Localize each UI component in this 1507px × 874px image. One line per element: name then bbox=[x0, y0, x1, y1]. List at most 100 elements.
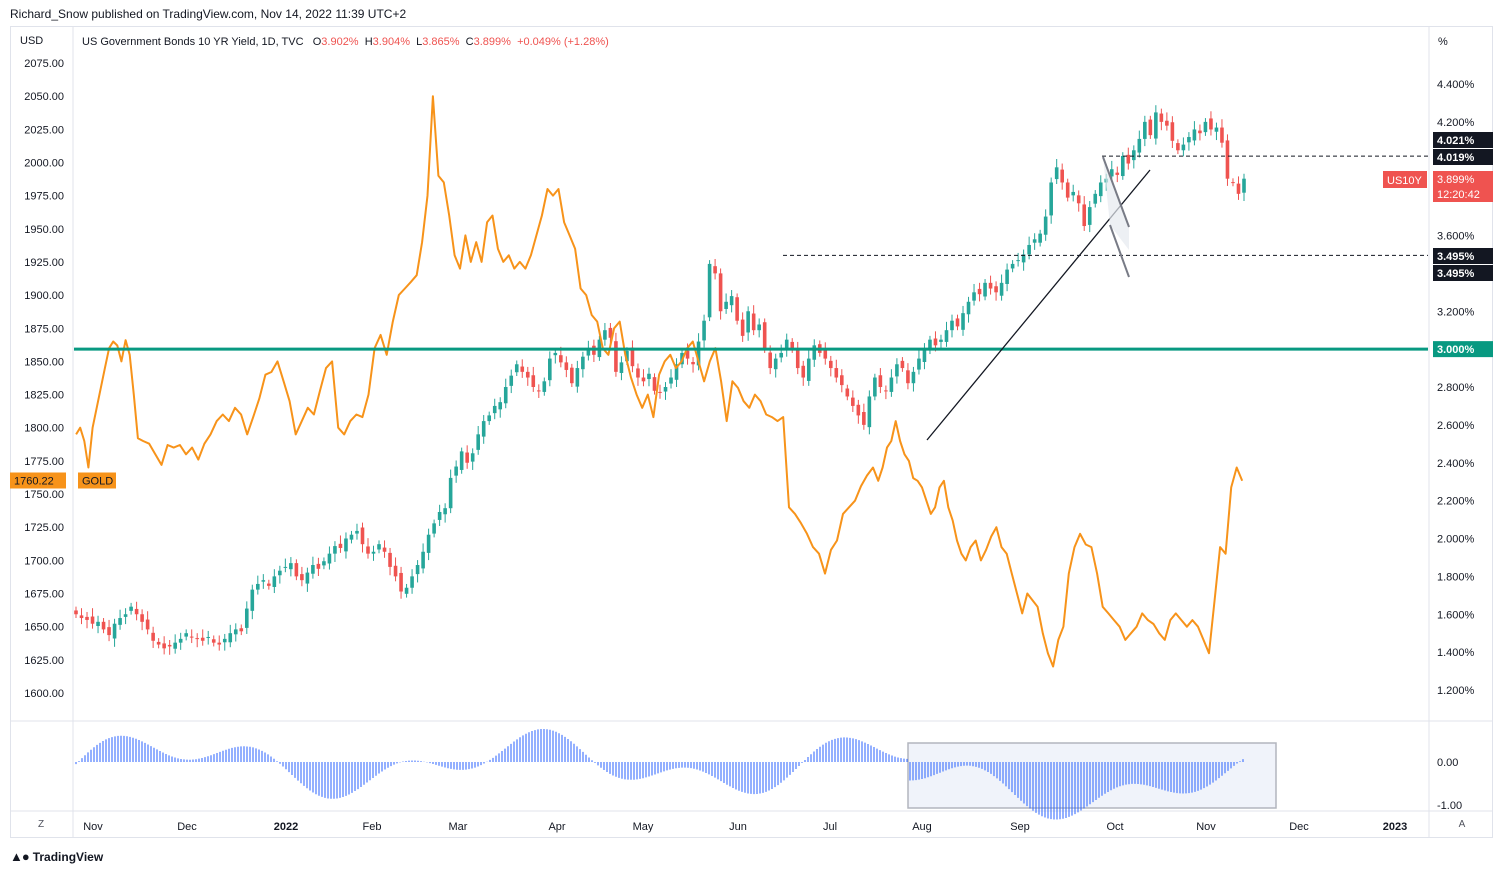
time-tick-jun: Jun bbox=[729, 821, 747, 833]
us10y-countdown-badge: 12:20:42 bbox=[1437, 189, 1480, 201]
legend-high: 3.904% bbox=[372, 36, 410, 48]
us10y-candle-body bbox=[972, 292, 976, 301]
us10y-candle-body bbox=[691, 362, 695, 365]
us10y-candle-body bbox=[90, 616, 95, 624]
us10y-candle-body bbox=[713, 266, 717, 274]
us10y-candle-body bbox=[856, 404, 861, 416]
right-tick-label: 2.400% bbox=[1437, 458, 1475, 470]
us10y-candle-body bbox=[641, 377, 646, 382]
left-tick-label: 1725.00 bbox=[24, 522, 64, 534]
us10y-candle-body bbox=[966, 301, 971, 315]
flag-lower-line bbox=[1109, 224, 1130, 278]
us10y-candle-body bbox=[1082, 204, 1087, 227]
us10y-candle-body bbox=[867, 396, 872, 428]
zoom-reset-button[interactable]: Z bbox=[37, 819, 45, 830]
us10y-candle-body bbox=[928, 339, 932, 351]
us10y-candle-body bbox=[1076, 195, 1081, 204]
left-tick-label: 1800.00 bbox=[24, 423, 64, 435]
us10y-candle-body bbox=[498, 402, 503, 410]
left-tick-label: 1850.00 bbox=[24, 356, 64, 368]
drawing-tools-layer[interactable] bbox=[74, 155, 1428, 441]
us10y-candle-body bbox=[327, 553, 332, 564]
us10y-candle-body bbox=[911, 371, 916, 384]
us10y-candle-body bbox=[1038, 233, 1042, 243]
left-tick-label: 1950.00 bbox=[24, 224, 64, 236]
publisher-credit: Richard_Snow published on TradingView.co… bbox=[10, 7, 407, 21]
us10y-candle-body bbox=[437, 511, 442, 520]
us10y-candle-body bbox=[559, 355, 563, 363]
oscillator-tick-label: -1.00 bbox=[1437, 800, 1462, 812]
us10y-candle-body bbox=[344, 538, 348, 552]
us10y-candle-body bbox=[85, 616, 89, 620]
oscillator-tick-label: 0.00 bbox=[1437, 757, 1458, 769]
us10y-candle-body bbox=[740, 319, 745, 336]
us10y-candle-body bbox=[1159, 113, 1164, 122]
us10y-candle-body bbox=[454, 466, 458, 476]
time-tick-sep: Sep bbox=[1010, 821, 1030, 833]
time-tick-dec: Dec bbox=[1289, 821, 1309, 833]
us10y-candle-body bbox=[895, 364, 899, 377]
us10y-candle-body bbox=[1093, 193, 1098, 204]
us10y-candle-body bbox=[1170, 122, 1175, 141]
legend-close-label: C bbox=[465, 36, 474, 48]
us10y-candle-body bbox=[239, 628, 244, 632]
oscillator-highlight-box bbox=[907, 742, 1277, 809]
us10y-candle-body bbox=[845, 388, 850, 397]
us10y-candle-body bbox=[189, 636, 194, 638]
us10y-candle-body bbox=[415, 565, 420, 575]
us10y-candle-body bbox=[564, 362, 569, 370]
us10y-candle-body bbox=[955, 318, 960, 327]
us10y-candle-body bbox=[889, 377, 894, 392]
us10y-candle-body bbox=[520, 366, 525, 372]
us10y-candle-body bbox=[1054, 167, 1059, 180]
oscillator-histogram bbox=[75, 728, 1244, 820]
us10y-candle-body bbox=[1209, 118, 1213, 130]
us10y-candle-body bbox=[514, 364, 519, 373]
us10y-candle-body bbox=[162, 643, 166, 649]
us10y-candle-body bbox=[1120, 155, 1125, 177]
us10y-candle-body bbox=[1115, 172, 1120, 175]
us10y-candle-body bbox=[608, 327, 613, 338]
us10y-candle-body bbox=[625, 351, 629, 362]
us10y-candle-body bbox=[305, 572, 310, 584]
us10y-candle-body bbox=[707, 263, 712, 318]
us10y-candle-body bbox=[768, 352, 772, 369]
us10y-candle-body bbox=[355, 530, 359, 534]
us10y-candle-body bbox=[509, 375, 514, 386]
auto-scale-button[interactable]: A bbox=[1458, 819, 1466, 830]
us10y-candle-body bbox=[994, 286, 998, 293]
us10y-candle-body bbox=[1165, 120, 1169, 126]
us10y-candle-body bbox=[421, 551, 425, 569]
us10y-candle-body bbox=[300, 574, 304, 581]
us10y-candle-body bbox=[1231, 182, 1235, 184]
us10y-candle-body bbox=[1137, 138, 1142, 153]
us10y-candle-body bbox=[630, 347, 635, 367]
us10y-candle-body bbox=[404, 587, 409, 594]
us10y-candle-body bbox=[862, 411, 866, 425]
us10y-candle-body bbox=[1049, 182, 1053, 216]
time-tick-feb: Feb bbox=[363, 821, 382, 833]
us10y-candle-body bbox=[922, 349, 927, 363]
left-tick-label: 1625.00 bbox=[24, 655, 64, 667]
right-tick-label: 1.800% bbox=[1437, 571, 1475, 583]
us10y-candle-body bbox=[200, 637, 205, 641]
us10y-candle-body bbox=[933, 338, 938, 346]
right-tick-label: 2.800% bbox=[1437, 382, 1475, 394]
tradingview-logo[interactable]: ▲● TradingView bbox=[10, 849, 103, 864]
symbol-legend[interactable]: US Government Bonds 10 YR Yield, 1D, TVC… bbox=[82, 36, 609, 48]
us10y-candle-body bbox=[553, 352, 558, 356]
legend-open: 3.902% bbox=[321, 36, 359, 48]
upper-level-badge-a-bg bbox=[1433, 132, 1493, 148]
us10y-candle-body bbox=[217, 642, 222, 645]
right-tick-label: 1.600% bbox=[1437, 609, 1475, 621]
us10y-candle-body bbox=[338, 543, 343, 548]
us10y-candle-body bbox=[465, 452, 469, 463]
us10y-candle-body bbox=[884, 390, 888, 392]
us10y-candle-body bbox=[1187, 137, 1191, 143]
us10y-candle-body bbox=[156, 641, 161, 645]
us10y-candle-body bbox=[366, 546, 370, 554]
us10y-candle-body bbox=[184, 633, 188, 637]
us10y-candle-body bbox=[773, 358, 778, 370]
us10y-candle-body bbox=[658, 391, 662, 393]
